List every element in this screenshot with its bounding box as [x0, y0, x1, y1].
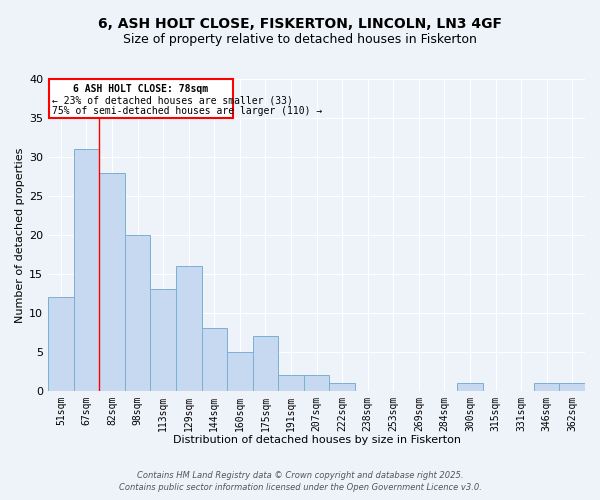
FancyBboxPatch shape — [49, 79, 233, 118]
Text: 75% of semi-detached houses are larger (110) →: 75% of semi-detached houses are larger (… — [52, 106, 323, 117]
Bar — [304, 375, 329, 390]
Text: 6, ASH HOLT CLOSE, FISKERTON, LINCOLN, LN3 4GF: 6, ASH HOLT CLOSE, FISKERTON, LINCOLN, L… — [98, 18, 502, 32]
Bar — [202, 328, 227, 390]
Text: ← 23% of detached houses are smaller (33): ← 23% of detached houses are smaller (33… — [52, 96, 293, 106]
Bar — [227, 352, 253, 391]
Bar — [253, 336, 278, 390]
Bar — [125, 235, 151, 390]
Y-axis label: Number of detached properties: Number of detached properties — [15, 147, 25, 322]
Bar — [534, 383, 559, 390]
X-axis label: Distribution of detached houses by size in Fiskerton: Distribution of detached houses by size … — [173, 435, 461, 445]
Text: Contains HM Land Registry data © Crown copyright and database right 2025.: Contains HM Land Registry data © Crown c… — [137, 471, 463, 480]
Bar — [74, 149, 99, 390]
Bar — [278, 375, 304, 390]
Bar — [457, 383, 483, 390]
Text: Size of property relative to detached houses in Fiskerton: Size of property relative to detached ho… — [123, 32, 477, 46]
Bar — [559, 383, 585, 390]
Bar — [176, 266, 202, 390]
Bar — [151, 290, 176, 390]
Bar — [329, 383, 355, 390]
Bar — [99, 172, 125, 390]
Bar — [48, 297, 74, 390]
Text: 6 ASH HOLT CLOSE: 78sqm: 6 ASH HOLT CLOSE: 78sqm — [73, 84, 208, 94]
Text: Contains public sector information licensed under the Open Government Licence v3: Contains public sector information licen… — [119, 484, 481, 492]
